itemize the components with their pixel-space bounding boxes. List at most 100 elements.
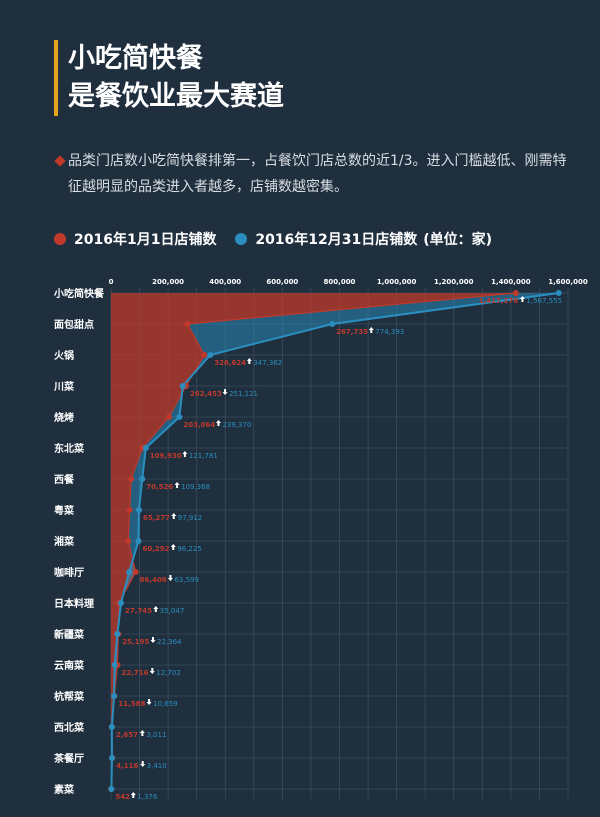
- series1-data-label: 542: [115, 793, 130, 801]
- category-label: 东北菜: [54, 442, 85, 455]
- trend-up-arrow-icon: [139, 730, 145, 736]
- legend-dot-series1-icon: [54, 233, 66, 245]
- legend-item-series1: 2016年1月1日店铺数: [54, 229, 216, 249]
- area-chart: 0 200,000 400,000 600,000 800,000 1,000,000 1,…: [53, 278, 588, 801]
- series1-point: [128, 476, 135, 482]
- category-label: 素菜: [54, 783, 75, 796]
- series2-point: [108, 786, 115, 792]
- series1-data-label: 25,195: [122, 638, 149, 646]
- series1-data-label: 262,453: [190, 390, 222, 398]
- series1-point: [126, 507, 133, 513]
- trend-up-arrow-icon: [519, 296, 525, 302]
- series2-point: [176, 414, 183, 420]
- series2-point: [108, 724, 115, 730]
- legend-label-series2: 2016年12月31日店铺数: [255, 232, 418, 248]
- series1-point: [132, 569, 139, 575]
- series2-data-label: 12,702: [156, 669, 181, 677]
- series2-data-label: 109,368: [181, 483, 210, 491]
- series2-data-label: 239,370: [222, 421, 251, 429]
- series2-point: [555, 290, 562, 296]
- series1-data-label: 65,277: [143, 514, 170, 522]
- trend-up-arrow-icon: [170, 544, 176, 550]
- trend-down-arrow-icon: [146, 699, 152, 705]
- description-bullet-icon: [54, 155, 66, 167]
- series1-area: [111, 293, 516, 789]
- x-tick-label: 1,200,000: [434, 278, 474, 286]
- x-tick-label: 1,400,000: [491, 278, 531, 286]
- series2-point: [111, 693, 118, 699]
- series1-data-label: 22,716: [121, 669, 148, 677]
- legend-unit: (单位：家): [423, 232, 493, 248]
- series1-point: [201, 352, 208, 358]
- series2-data-label: 3,410: [147, 762, 167, 770]
- category-label: 云南菜: [54, 659, 85, 672]
- category-label: 西餐: [54, 473, 75, 486]
- series2-data-label: 774,393: [375, 328, 404, 336]
- series1-point: [166, 414, 173, 420]
- trend-up-arrow-icon: [174, 482, 180, 488]
- series2-data-label: 121,781: [189, 452, 218, 460]
- series2-point: [135, 507, 142, 513]
- series2-point: [111, 662, 118, 668]
- category-label: 火锅: [54, 349, 74, 362]
- trend-up-arrow-icon: [171, 513, 177, 519]
- series2-point: [118, 600, 125, 606]
- series2-point: [179, 383, 186, 389]
- category-label: 面包甜点: [54, 318, 94, 331]
- series1-data-label: 11,588: [118, 700, 145, 708]
- title-accent-bar: [54, 40, 58, 116]
- category-label: 小吃简快餐: [53, 287, 105, 300]
- trend-down-arrow-icon: [149, 668, 155, 674]
- series2-data-label: 1,376: [137, 793, 158, 801]
- category-label: 咖啡厅: [54, 566, 84, 579]
- series2-point: [135, 538, 142, 544]
- series2-data-label: 35,047: [160, 607, 185, 615]
- trend-up-arrow-icon: [153, 606, 159, 612]
- series2-point: [329, 321, 336, 327]
- trend-up-arrow-icon: [246, 358, 252, 364]
- legend-item-series2: 2016年12月31日店铺数 (单位：家): [235, 229, 492, 249]
- series1-data-label: 70,526: [146, 483, 173, 491]
- trend-down-arrow-icon: [150, 637, 156, 643]
- x-tick-label: 1,000,000: [377, 278, 417, 286]
- x-tick-label: 1,600,000: [548, 278, 588, 286]
- series1-data-label: 267,735: [336, 328, 368, 336]
- description-text: 品类门店数小吃简快餐排第一，占餐饮门店总数的近1/3。进入门槛越低、刚需特征越明…: [68, 153, 567, 195]
- title-line-1: 小吃简快餐: [68, 43, 203, 74]
- x-tick-label: 400,000: [209, 278, 241, 286]
- category-label: 粤菜: [54, 504, 75, 517]
- trend-down-arrow-icon: [222, 389, 228, 395]
- category-label: 湘菜: [54, 535, 75, 548]
- x-tick-label: 200,000: [152, 278, 184, 286]
- x-tick-label: 800,000: [324, 278, 356, 286]
- trend-up-arrow-icon: [368, 327, 374, 333]
- series1-data-label: 86,406: [140, 576, 167, 584]
- series2-data-label: 10,659: [153, 700, 178, 708]
- page-title: 小吃简快餐 是餐饮业最大赛道: [68, 40, 284, 116]
- legend-label-series1: 2016年1月1日店铺数: [74, 232, 217, 248]
- series2-data-label: 97,912: [178, 514, 203, 522]
- series2-point: [114, 631, 121, 637]
- legend-dot-series2-icon: [235, 233, 248, 245]
- series2-data-label: 251,121: [229, 390, 258, 398]
- trend-up-arrow-icon: [215, 420, 221, 426]
- series2-point: [108, 755, 115, 761]
- category-label: 日本料理: [54, 597, 94, 610]
- series2-data-label: 22,364: [157, 638, 182, 646]
- series2-data-label: 3,011: [146, 731, 166, 739]
- trend-up-arrow-icon: [130, 792, 136, 798]
- category-label: 川菜: [53, 380, 75, 393]
- series2-data-label: 96,225: [177, 545, 202, 553]
- trend-down-arrow-icon: [140, 761, 146, 767]
- trend-down-arrow-icon: [167, 575, 173, 581]
- series1-data-label: 2,657: [116, 731, 138, 739]
- series1-data-label: 326,624: [214, 359, 246, 367]
- x-tick-label: 0: [109, 278, 114, 286]
- x-tick-label: 600,000: [266, 278, 298, 286]
- category-label: 茶餐厅: [53, 752, 84, 765]
- series2-point: [207, 352, 214, 358]
- category-label: 新疆菜: [54, 628, 85, 641]
- series2-point: [126, 569, 133, 575]
- series1-point: [184, 321, 191, 327]
- series2-data-label: 1,567,555: [526, 297, 562, 305]
